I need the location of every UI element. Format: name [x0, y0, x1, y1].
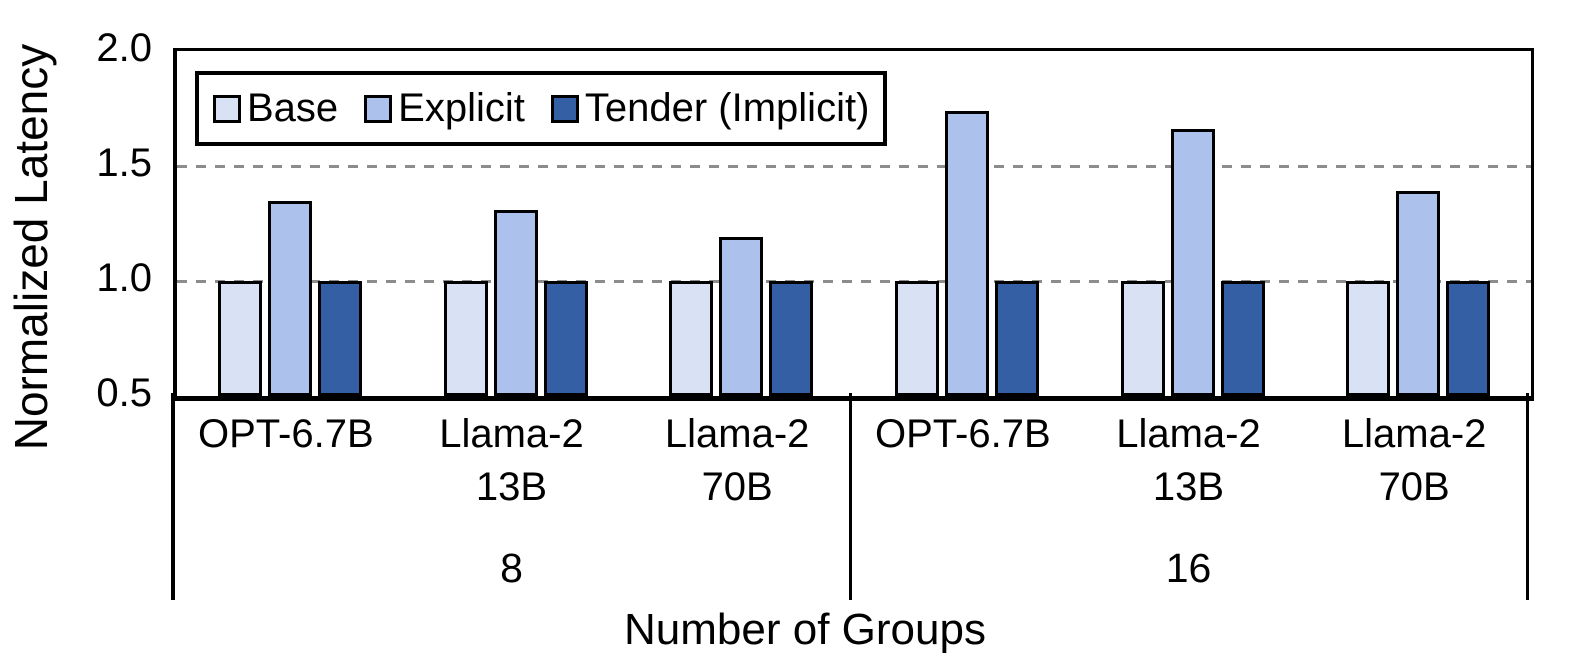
x-group-label-16: 16: [1165, 545, 1212, 591]
x-category-label-2: Llama-2 70B: [664, 412, 810, 509]
x-axis-separator-2: [1526, 393, 1529, 600]
x-category-label-5: Llama-2 70B: [1341, 412, 1487, 509]
bar-explicit-3: [944, 110, 989, 396]
bar-base-2: [669, 281, 714, 396]
legend: Base Explicit Tender (Implicit): [195, 71, 888, 146]
bar-explicit-1: [493, 209, 538, 396]
bar-explicit-0: [267, 200, 312, 396]
legend-swatch-icon: [550, 94, 579, 123]
x-axis-title: Number of Groups: [624, 605, 986, 654]
bar-base-5: [1346, 281, 1391, 396]
bar-tender-implicit-5: [1446, 281, 1491, 396]
bar-tender-implicit-3: [994, 281, 1039, 396]
y-tick-label-1.5: 1.5: [96, 141, 152, 185]
bar-tender-implicit-0: [317, 281, 362, 396]
legend-label: Tender (Implicit): [584, 86, 870, 130]
y-tick-label-1.0: 1.0: [96, 256, 152, 300]
legend-item-tender-implicit: Tender (Implicit): [550, 86, 870, 131]
x-axis-separator-1: [848, 393, 852, 600]
bar-explicit-4: [1170, 129, 1215, 396]
bar-tender-implicit-4: [1220, 281, 1265, 396]
bar-tender-implicit-1: [543, 281, 588, 396]
x-category-label-1: Llama-2 13B: [439, 412, 584, 509]
legend-label: Base: [247, 86, 339, 130]
gridline-1.5: [177, 165, 1531, 168]
legend-item-base: Base: [213, 86, 338, 131]
y-tick-label-0.5: 0.5: [96, 371, 152, 415]
y-tick-label-2.0: 2.0: [96, 26, 152, 70]
x-group-label-8: 8: [500, 545, 523, 591]
x-category-label-3: OPT-6.7B: [875, 412, 1051, 456]
gridline-1: [177, 280, 1531, 283]
plot-area: Base Explicit Tender (Implicit): [173, 48, 1534, 401]
bar-base-0: [217, 281, 262, 396]
bar-base-4: [1120, 281, 1165, 396]
legend-swatch-icon: [213, 94, 241, 123]
x-axis-separator-0: [171, 393, 175, 600]
legend-swatch-icon: [364, 94, 393, 123]
x-category-label-4: Llama-2 13B: [1116, 412, 1261, 509]
bar-explicit-5: [1396, 191, 1441, 396]
x-category-label-0: OPT-6.7B: [198, 412, 374, 456]
legend-label: Explicit: [398, 86, 525, 130]
bar-explicit-2: [719, 237, 764, 396]
bar-tender-implicit-2: [769, 281, 814, 396]
legend-item-explicit: Explicit: [364, 86, 525, 131]
bar-base-1: [443, 281, 488, 396]
bar-base-3: [894, 281, 939, 396]
